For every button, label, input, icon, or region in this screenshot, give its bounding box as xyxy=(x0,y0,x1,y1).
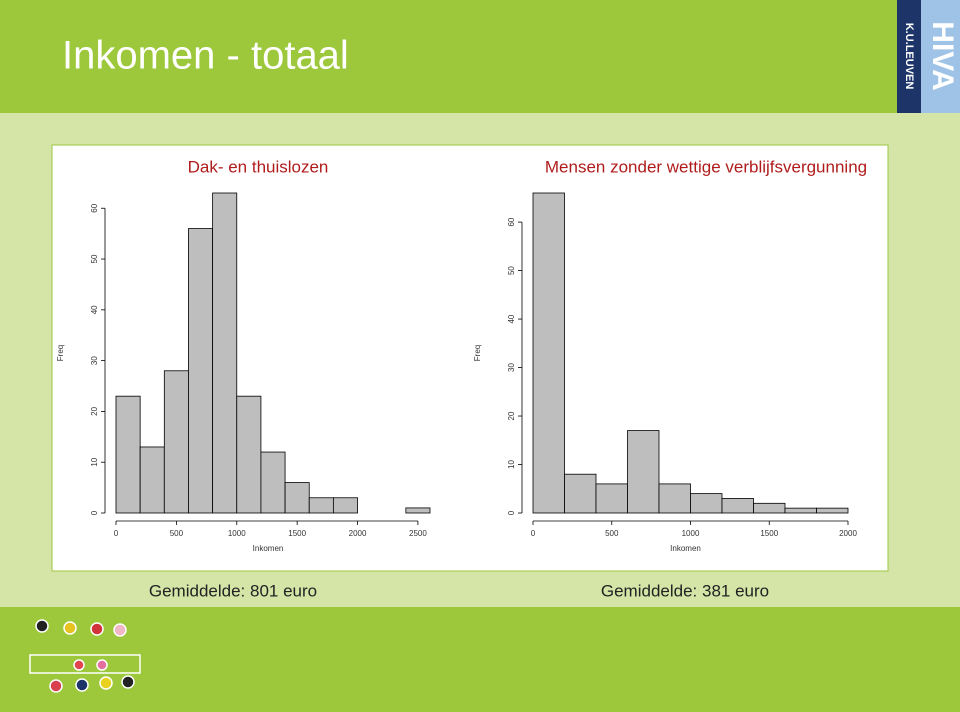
caption: Gemiddelde: 801 euro xyxy=(149,581,317,600)
bar xyxy=(308,497,334,514)
x-tick-label: 2000 xyxy=(839,529,857,538)
bar xyxy=(595,483,628,514)
y-tick-label: 30 xyxy=(90,356,99,365)
y-tick-label: 20 xyxy=(507,411,516,420)
bar xyxy=(236,395,262,514)
bar xyxy=(284,482,310,514)
y-axis-label: Freq xyxy=(56,345,65,361)
bar xyxy=(690,493,723,514)
logo-bar xyxy=(897,0,921,113)
x-tick-label: 1500 xyxy=(288,529,306,538)
deco-ball xyxy=(75,678,89,692)
x-tick-label: 500 xyxy=(170,529,184,538)
x-tick-label: 2000 xyxy=(349,529,367,538)
deco-ball xyxy=(90,622,104,636)
x-tick-label: 0 xyxy=(531,529,536,538)
y-tick-label: 30 xyxy=(507,363,516,372)
y-axis-label: Freq xyxy=(473,345,482,361)
y-tick-label: 60 xyxy=(90,203,99,212)
y-tick-label: 0 xyxy=(90,510,99,515)
logo-university: K.U.LEUVEN xyxy=(903,23,915,90)
x-tick-label: 1000 xyxy=(228,529,246,538)
decoration xyxy=(29,619,141,693)
deco-ball xyxy=(121,675,135,689)
bar xyxy=(212,192,238,514)
y-tick-label: 40 xyxy=(507,314,516,323)
footer-band xyxy=(0,607,960,712)
y-tick-label: 40 xyxy=(90,305,99,314)
x-tick-label: 1500 xyxy=(760,529,778,538)
y-tick-label: 50 xyxy=(90,254,99,263)
deco-ball xyxy=(73,659,85,671)
y-tick-label: 0 xyxy=(507,510,516,515)
deco-ball xyxy=(113,623,127,637)
deco-ball xyxy=(63,621,77,635)
deco-frame xyxy=(29,654,141,674)
logo-brand: HIVA xyxy=(926,21,959,90)
deco-ball xyxy=(99,676,113,690)
bar xyxy=(627,430,660,514)
x-tick-label: 1000 xyxy=(682,529,700,538)
y-tick-label: 10 xyxy=(507,460,516,469)
x-tick-label: 500 xyxy=(605,529,619,538)
bar xyxy=(658,483,691,514)
bar xyxy=(753,502,786,514)
header-band xyxy=(0,0,960,113)
y-tick-label: 50 xyxy=(507,266,516,275)
bar xyxy=(784,507,817,514)
x-axis-label: Inkomen xyxy=(670,544,701,553)
y-tick-label: 60 xyxy=(507,217,516,226)
deco-ball xyxy=(49,679,63,693)
bar xyxy=(115,395,141,514)
x-tick-label: 0 xyxy=(114,529,119,538)
x-axis-label: Inkomen xyxy=(253,544,284,553)
deco-ball xyxy=(35,619,49,633)
bar xyxy=(721,498,754,514)
bar xyxy=(163,370,189,514)
slide-title: Inkomen - totaal xyxy=(62,34,349,78)
chart-title: Dak- en thuislozen xyxy=(188,157,329,176)
logo-block xyxy=(921,0,960,113)
chart-title: Mensen zonder wettige verblijfsvergunnin… xyxy=(545,157,867,176)
bar xyxy=(405,507,431,514)
bar xyxy=(332,497,358,514)
bar xyxy=(260,451,286,514)
bar xyxy=(188,228,214,514)
bar xyxy=(564,473,597,514)
y-tick-label: 20 xyxy=(90,406,99,415)
bar xyxy=(139,446,165,514)
deco-ball xyxy=(96,659,108,671)
x-tick-label: 2500 xyxy=(409,529,427,538)
bar xyxy=(816,507,849,514)
caption: Gemiddelde: 381 euro xyxy=(601,581,769,600)
y-tick-label: 10 xyxy=(90,457,99,466)
bar xyxy=(532,192,565,514)
